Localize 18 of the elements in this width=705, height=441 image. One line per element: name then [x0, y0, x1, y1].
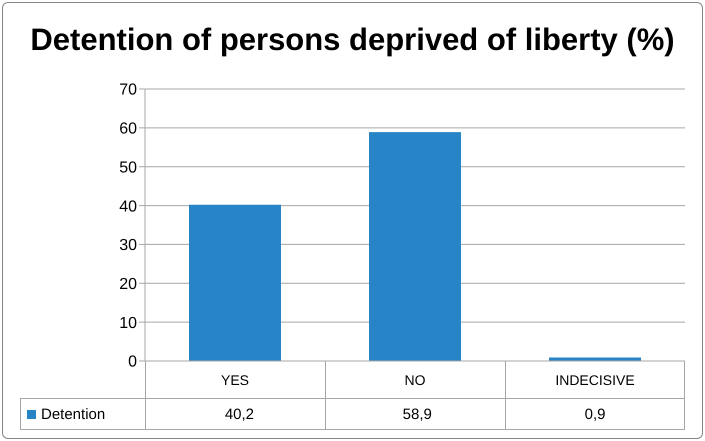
y-tick-label: 60 [119, 120, 138, 138]
y-tick-label: 20 [119, 276, 138, 293]
data-label: 40,2 [224, 404, 256, 424]
legend-label: Detention [41, 406, 106, 422]
chart-title: Detention of persons deprived of liberty (%) [29, 22, 676, 58]
y-tick-label: 50 [119, 159, 138, 176]
data-label: 58,9 [402, 404, 433, 424]
y-tick-label: 0 [128, 354, 138, 371]
x-tick-label: INDECISIVE [555, 372, 635, 388]
y-tick-label: 10 [119, 314, 138, 332]
y-tick-label: 40 [119, 198, 138, 216]
bar [189, 204, 281, 361]
x-tick-label: YES [220, 372, 250, 388]
data-label: 0,9 [584, 404, 606, 424]
x-tick-label: NO [404, 372, 426, 388]
y-tick-label: 70 [119, 82, 138, 99]
y-tick-label: 30 [119, 237, 138, 254]
bar [369, 132, 461, 361]
